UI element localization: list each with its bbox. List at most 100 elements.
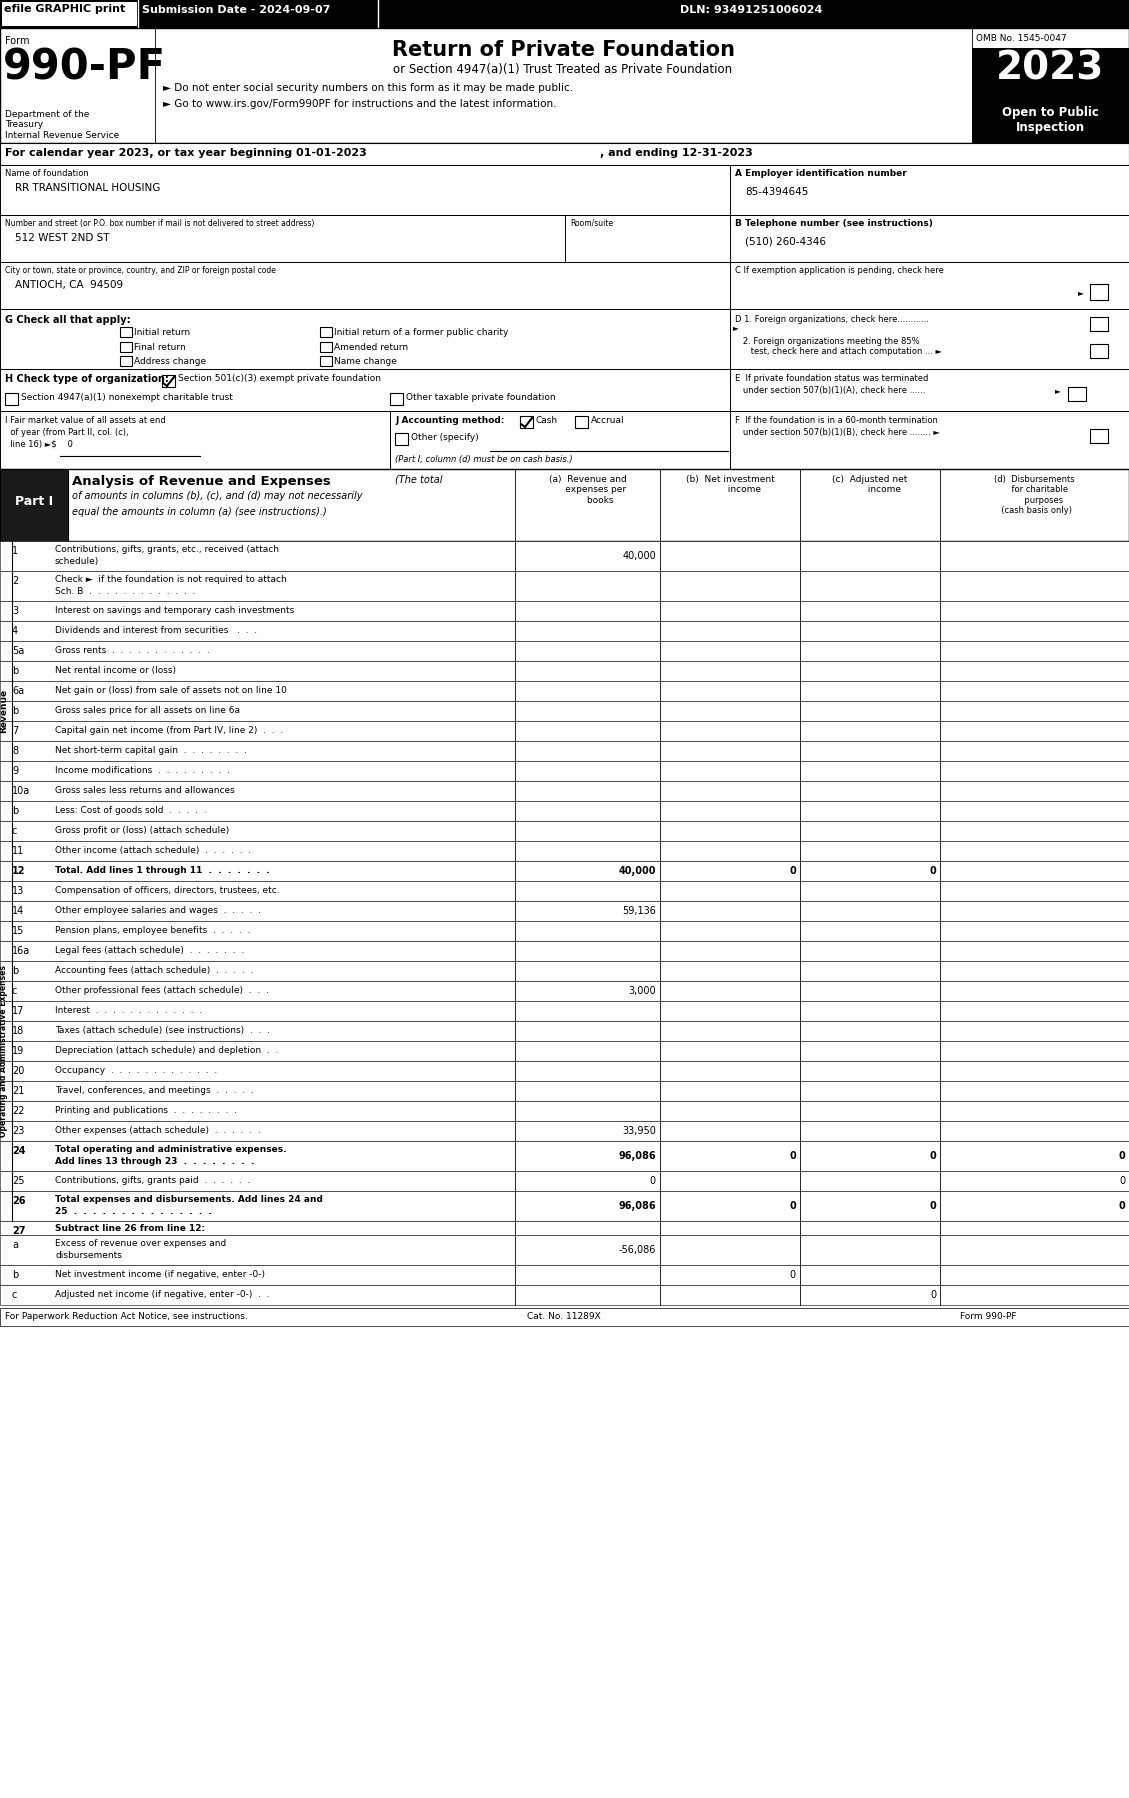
Text: Travel, conferences, and meetings  .  .  .  .  .: Travel, conferences, and meetings . . . … [55, 1086, 254, 1095]
Text: equal the amounts in column (a) (see instructions).): equal the amounts in column (a) (see ins… [72, 507, 326, 518]
Text: Form: Form [5, 36, 29, 47]
Text: 96,086: 96,086 [619, 1151, 656, 1162]
Bar [0, 601, 1129, 620]
Text: Initial return of a former public charity: Initial return of a former public charit… [334, 327, 508, 336]
Bar [0, 1307, 1129, 1325]
Text: Initial return: Initial return [134, 327, 190, 336]
Text: 0: 0 [650, 1176, 656, 1187]
Text: 512 WEST 2ND ST: 512 WEST 2ND ST [15, 234, 110, 243]
Bar [0, 741, 1129, 761]
Bar [320, 327, 332, 336]
Bar [972, 49, 1129, 144]
Text: 15: 15 [12, 926, 25, 937]
Bar [515, 761, 660, 780]
Text: H Check type of organization:: H Check type of organization: [5, 374, 169, 385]
Text: OMB No. 1545-0047: OMB No. 1545-0047 [975, 34, 1067, 43]
Text: G Check all that apply:: G Check all that apply: [5, 315, 131, 325]
Bar [940, 662, 1129, 681]
Bar [800, 780, 940, 800]
Text: Cash: Cash [536, 415, 558, 424]
Text: Other taxable private foundation: Other taxable private foundation [406, 394, 555, 403]
Text: 16a: 16a [12, 946, 30, 957]
Bar [0, 822, 1129, 841]
Text: 0: 0 [789, 1201, 796, 1212]
Bar [0, 263, 730, 309]
Text: Section 501(c)(3) exempt private foundation: Section 501(c)(3) exempt private foundat… [178, 374, 380, 383]
Text: 0: 0 [1119, 1176, 1124, 1187]
Bar [940, 701, 1129, 721]
Text: Other professional fees (attach schedule)  .  .  .: Other professional fees (attach schedule… [55, 985, 269, 994]
Text: 3,000: 3,000 [629, 985, 656, 996]
Text: 0: 0 [1118, 1201, 1124, 1212]
Bar [800, 701, 940, 721]
Text: Part I: Part I [15, 494, 53, 509]
Bar [0, 1021, 1129, 1041]
Bar [0, 1081, 1129, 1100]
Bar [0, 780, 1129, 800]
Text: Add lines 13 through 23  .  .  .  .  .  .  .  .: Add lines 13 through 23 . . . . . . . . [55, 1156, 254, 1165]
Bar [0, 642, 1129, 662]
Text: a: a [12, 1241, 18, 1250]
Bar [660, 572, 800, 601]
Bar [395, 433, 408, 444]
Text: Interest  .  .  .  .  .  .  .  .  .  .  .  .  .: Interest . . . . . . . . . . . . . [55, 1007, 202, 1016]
Text: 18: 18 [12, 1027, 24, 1036]
Bar [0, 761, 1129, 780]
Bar [0, 960, 1129, 982]
Text: ►: ► [1054, 387, 1061, 396]
Bar [120, 327, 132, 336]
Text: , and ending 12-31-2023: , and ending 12-31-2023 [599, 147, 753, 158]
Bar [0, 309, 730, 369]
Text: 40,000: 40,000 [622, 550, 656, 561]
Bar [940, 1235, 1129, 1266]
Bar [515, 741, 660, 761]
Text: Contributions, gifts, grants paid  .  .  .  .  .  .: Contributions, gifts, grants paid . . . … [55, 1176, 251, 1185]
Text: ►: ► [1078, 288, 1084, 297]
Text: 6a: 6a [12, 687, 24, 696]
Bar [0, 1170, 1129, 1190]
Text: J Accounting method:: J Accounting method: [395, 415, 505, 424]
Text: 0: 0 [789, 1151, 796, 1162]
Text: F  If the foundation is in a 60-month termination: F If the foundation is in a 60-month ter… [735, 415, 938, 424]
Text: 85-4394645: 85-4394645 [745, 187, 808, 198]
Bar [120, 356, 132, 367]
Text: 2023: 2023 [996, 50, 1104, 88]
Text: 33,950: 33,950 [622, 1126, 656, 1136]
Text: Operating and Administrative Expenses: Operating and Administrative Expenses [0, 966, 9, 1136]
Bar [0, 469, 68, 541]
Bar [660, 701, 800, 721]
Bar [320, 342, 332, 352]
Text: schedule): schedule) [55, 557, 99, 566]
Bar [0, 1041, 1129, 1061]
Text: Net gain or (loss) from sale of assets not on line 10: Net gain or (loss) from sale of assets n… [55, 687, 287, 696]
Text: Interest on savings and temporary cash investments: Interest on savings and temporary cash i… [55, 606, 295, 615]
Text: 5a: 5a [12, 645, 24, 656]
Text: Other employee salaries and wages  .  .  .  .  .: Other employee salaries and wages . . . … [55, 906, 261, 915]
Text: 21: 21 [12, 1086, 25, 1097]
Text: 0: 0 [789, 867, 796, 876]
Bar [940, 1266, 1129, 1286]
Text: Net investment income (if negative, enter -0-): Net investment income (if negative, ente… [55, 1269, 265, 1278]
Text: Total. Add lines 1 through 11  .  .  .  .  .  .  .: Total. Add lines 1 through 11 . . . . . … [55, 867, 270, 876]
Text: RR TRANSITIONAL HOUSING: RR TRANSITIONAL HOUSING [15, 183, 160, 192]
Text: ► Do not enter social security numbers on this form as it may be made public.: ► Do not enter social security numbers o… [163, 83, 574, 93]
Text: Other (specify): Other (specify) [411, 433, 479, 442]
Bar [730, 369, 1129, 412]
Bar [660, 761, 800, 780]
Text: 3: 3 [12, 606, 18, 617]
Text: 0: 0 [1118, 1151, 1124, 1162]
Text: Analysis of Revenue and Expenses: Analysis of Revenue and Expenses [72, 475, 335, 487]
Text: Gross sales less returns and allowances: Gross sales less returns and allowances [55, 786, 235, 795]
Text: 22: 22 [12, 1106, 25, 1117]
Text: b: b [12, 806, 18, 816]
Text: 1: 1 [12, 547, 18, 556]
Bar [0, 662, 1129, 681]
Text: (b)  Net investment
          income: (b) Net investment income [685, 475, 774, 494]
Text: Section 4947(a)(1) nonexempt charitable trust: Section 4947(a)(1) nonexempt charitable … [21, 394, 233, 403]
Bar [1089, 343, 1108, 358]
Text: (d)  Disbursements
    for charitable
       purposes
  (cash basis only): (d) Disbursements for charitable purpose… [995, 475, 1075, 516]
Text: Sch. B  .  .  .  .  .  .  .  .  .  .  .  .  .: Sch. B . . . . . . . . . . . . . [55, 586, 195, 595]
Text: Submission Date - 2024-09-07: Submission Date - 2024-09-07 [142, 5, 331, 14]
Text: Department of the
Treasury
Internal Revenue Service: Department of the Treasury Internal Reve… [5, 110, 120, 140]
Text: Compensation of officers, directors, trustees, etc.: Compensation of officers, directors, tru… [55, 886, 280, 895]
